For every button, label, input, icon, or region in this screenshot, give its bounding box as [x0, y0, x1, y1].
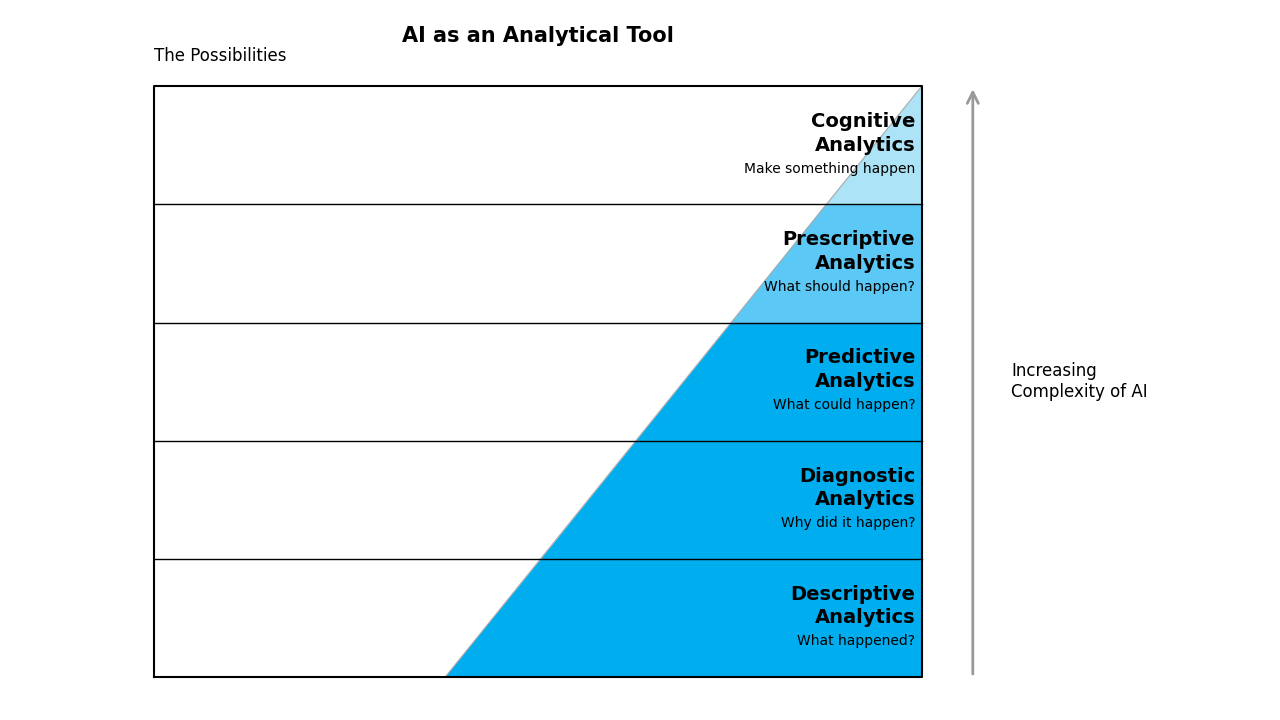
Polygon shape: [731, 204, 922, 323]
Text: What should happen?: What should happen?: [764, 280, 915, 294]
Polygon shape: [636, 323, 922, 441]
Text: Analytics: Analytics: [814, 372, 915, 391]
Text: Prescriptive: Prescriptive: [782, 230, 915, 249]
Text: Analytics: Analytics: [814, 136, 915, 155]
Text: The Possibilities: The Possibilities: [154, 47, 287, 65]
Text: Increasing
Complexity of AI: Increasing Complexity of AI: [1011, 362, 1148, 401]
Text: Diagnostic: Diagnostic: [799, 467, 915, 485]
Polygon shape: [827, 86, 922, 204]
Text: AI as an Analytical Tool: AI as an Analytical Tool: [402, 26, 673, 46]
Polygon shape: [540, 441, 922, 559]
Text: Cognitive: Cognitive: [810, 112, 915, 131]
Text: Make something happen: Make something happen: [744, 162, 915, 176]
Text: What happened?: What happened?: [797, 634, 915, 649]
Polygon shape: [445, 559, 922, 677]
Text: Why did it happen?: Why did it happen?: [781, 516, 915, 531]
Text: Predictive: Predictive: [804, 348, 915, 367]
Text: Analytics: Analytics: [814, 254, 915, 273]
Text: Analytics: Analytics: [814, 490, 915, 509]
Text: Analytics: Analytics: [814, 608, 915, 627]
Text: What could happen?: What could happen?: [773, 398, 915, 413]
Text: Descriptive: Descriptive: [790, 585, 915, 603]
